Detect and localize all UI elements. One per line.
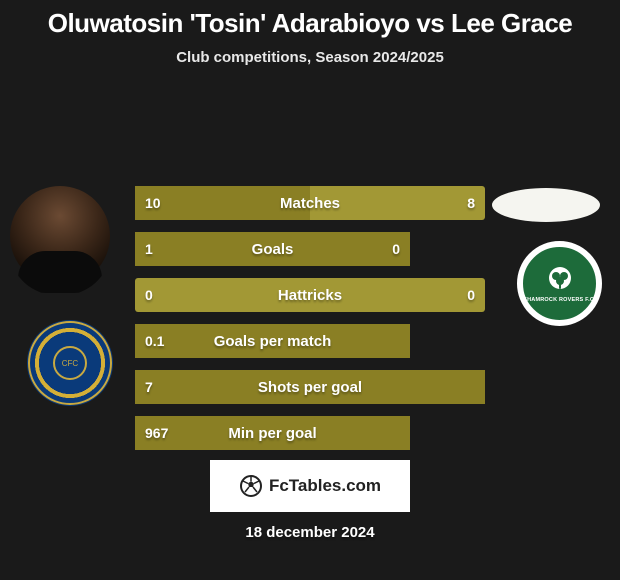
stat-value-right: 0 [467,287,475,303]
player-left-avatar-shoulders [18,251,102,293]
stat-label: Min per goal [135,425,410,442]
soccer-ball-icon [239,474,263,498]
stat-row-shots-per-goal: 7 Shots per goal [135,370,485,404]
stat-label: Matches [135,195,485,212]
stat-row-goals: 1 Goals 0 [135,232,410,266]
stat-value-right: 0 [392,241,400,257]
club-right-badge: SHAMROCK ROVERS F.C. [517,241,602,326]
club-left-badge-inner: CFC [53,346,87,380]
shamrock-icon [543,265,577,295]
stat-label: Shots per goal [135,379,485,396]
stat-value-right: 8 [467,195,475,211]
brand-text: FcTables.com [269,476,381,496]
stat-label: Hattricks [135,287,485,304]
subtitle: Club competitions, Season 2024/2025 [0,49,620,66]
stat-row-matches: 10 Matches 8 [135,186,485,220]
stat-row-hattricks: 0 Hattricks 0 [135,278,485,312]
comparison-canvas: CFC SHAMROCK ROVERS F.C. 10 Matches 8 1 [0,66,620,566]
player-right-placeholder [492,188,600,222]
stat-row-goals-per-match: 0.1 Goals per match [135,324,410,358]
stat-bars: 10 Matches 8 1 Goals 0 0 Hattricks 0 0.1… [135,186,485,462]
club-left-badge: CFC [28,321,112,405]
stat-label: Goals [135,241,410,258]
page-title: Oluwatosin 'Tosin' Adarabioyo vs Lee Gra… [0,0,620,39]
club-right-badge-text: SHAMROCK ROVERS F.C. [523,297,595,303]
brand-box[interactable]: FcTables.com [210,460,410,512]
stat-row-min-per-goal: 967 Min per goal [135,416,410,450]
date-text: 18 december 2024 [0,524,620,541]
stat-label: Goals per match [135,333,410,350]
